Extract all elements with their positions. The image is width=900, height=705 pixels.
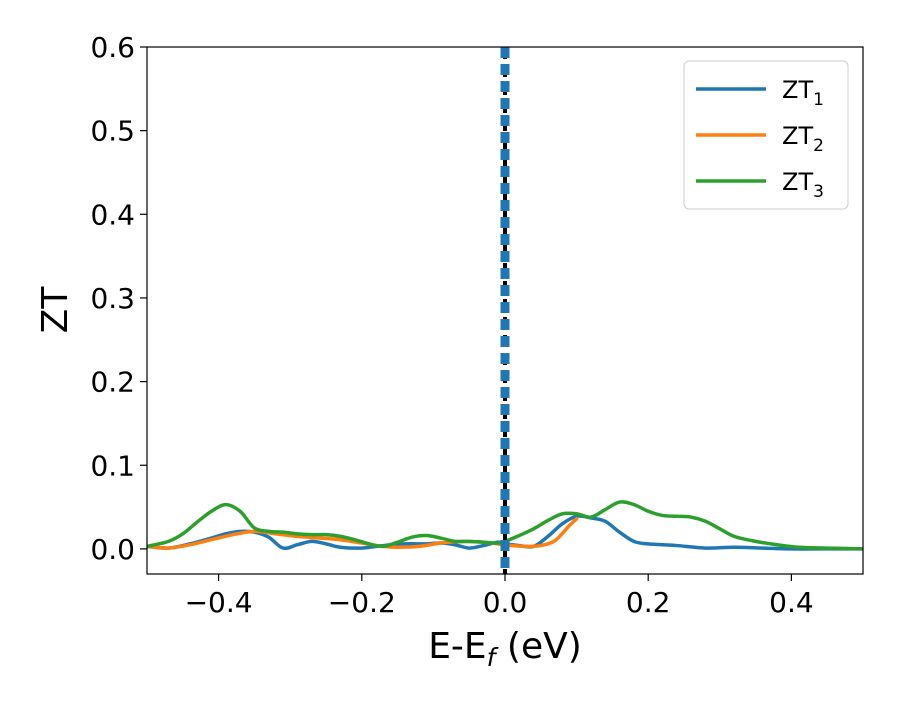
y-axis-title: ZT <box>35 286 76 334</box>
series-line-2 <box>147 517 579 550</box>
x-tick-label: 0.2 <box>626 586 671 619</box>
x-tick-label: −0.2 <box>328 586 396 619</box>
series-line-3 <box>147 500 863 551</box>
x-tick-label: 0.4 <box>769 586 814 619</box>
x-tick-label: 0.0 <box>483 586 528 619</box>
y-tick-label: 0.6 <box>90 31 135 64</box>
series-line-1 <box>147 514 863 551</box>
y-tick-label: 0.4 <box>90 198 135 231</box>
y-tick-label: 0.0 <box>90 533 135 566</box>
legend-label-3: ZT3 <box>782 168 824 202</box>
legend-label-2: ZT2 <box>782 122 824 156</box>
series-layer <box>147 500 863 551</box>
legend: ZT1 ZT2 ZT3 <box>683 60 849 210</box>
y-tick-label: 0.3 <box>90 282 135 315</box>
y-tick-label: 0.2 <box>90 366 135 399</box>
y-tick-label: 0.1 <box>90 449 135 482</box>
x-tick-label: −0.4 <box>185 586 253 619</box>
x-axis-title: E-Ef (eV) <box>428 626 582 672</box>
y-axis: 0.0 0.1 0.2 0.3 0.4 0.5 0.6 <box>90 31 147 566</box>
y-tick-label: 0.5 <box>90 115 135 148</box>
x-axis: −0.4 −0.2 0.0 0.2 0.4 <box>185 574 814 619</box>
legend-label-1: ZT1 <box>782 76 824 110</box>
